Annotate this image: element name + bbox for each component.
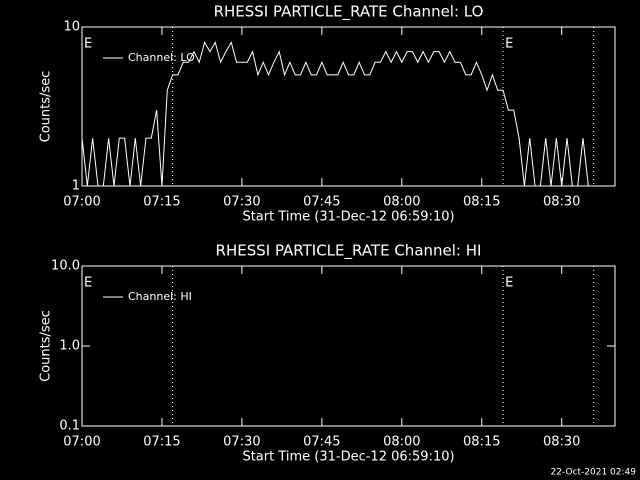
- x-tick-label: 08:30: [543, 435, 580, 450]
- y-tick-label: 1: [72, 179, 80, 194]
- x-tick-label: 07:30: [223, 435, 260, 450]
- y-axis-label: Counts/sec: [39, 310, 54, 382]
- annotation: E: [84, 276, 92, 291]
- y-tick-label: 0.1: [59, 419, 80, 434]
- y-tick-label: 10: [63, 20, 80, 35]
- y-tick-label: 1.0: [59, 339, 80, 354]
- annotation: E: [505, 276, 513, 291]
- x-tick-label: 08:00: [383, 435, 420, 450]
- x-tick-label: 07:45: [303, 195, 340, 210]
- y-axis-label: Counts/sec: [39, 71, 54, 143]
- x-tick-label: 07:30: [223, 195, 260, 210]
- x-tick-label: 08:30: [543, 195, 580, 210]
- annotation: E: [505, 37, 513, 52]
- chart-title: RHESSI PARTICLE_RATE Channel: LO: [214, 3, 484, 22]
- chart-title: RHESSI PARTICLE_RATE Channel: HI: [216, 242, 482, 261]
- x-tick-label: 08:15: [463, 195, 500, 210]
- series-line: [81, 41, 610, 187]
- legend-label: Channel: HI: [128, 290, 192, 303]
- footer: 22-Oct-2021 02:49: [551, 468, 637, 478]
- x-axis-label: Start Time (31-Dec-12 06:59:10): [242, 450, 454, 465]
- x-axis-label: Start Time (31-Dec-12 06:59:10): [242, 210, 454, 225]
- x-tick-label: 07:00: [63, 195, 100, 210]
- y-tick-label: 10.0: [51, 259, 80, 274]
- x-tick-label: 07:45: [303, 435, 340, 450]
- x-tick-label: 07:00: [63, 435, 100, 450]
- x-tick-label: 07:15: [143, 195, 180, 210]
- x-tick-label: 08:00: [383, 195, 420, 210]
- plot-frame: [81, 26, 616, 187]
- annotation: E: [84, 37, 92, 52]
- legend-label: Channel: LO: [128, 51, 195, 64]
- x-tick-label: 08:15: [463, 435, 500, 450]
- x-tick-label: 07:15: [143, 435, 180, 450]
